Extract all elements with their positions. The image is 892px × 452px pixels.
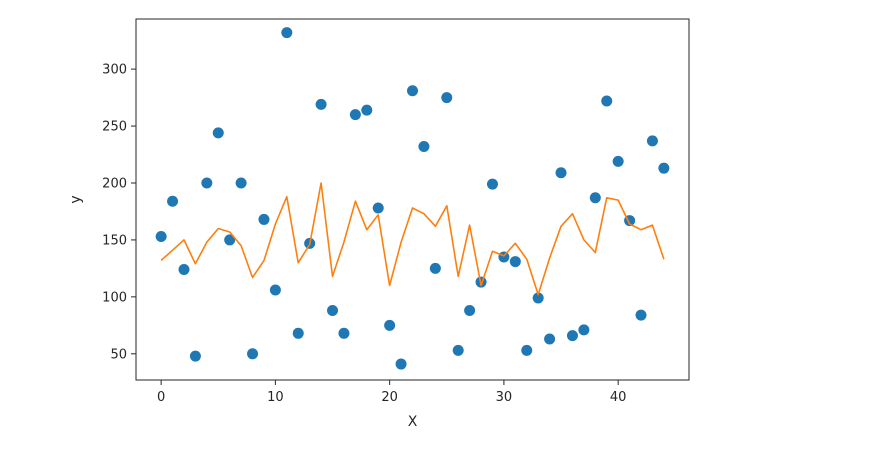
x-tick-label: 40: [610, 390, 627, 405]
scatter-point: [521, 344, 533, 356]
scatter-point: [247, 348, 259, 360]
x-tick-label: 20: [381, 390, 398, 405]
scatter-point: [315, 98, 327, 110]
x-tick-label: 10: [267, 390, 284, 405]
y-axis-ticks: 50 100 150 200 250 300: [102, 63, 136, 362]
scatter-point: [498, 251, 510, 263]
scatter-point: [464, 305, 476, 317]
scatter-point: [269, 284, 281, 296]
scatter-point: [486, 178, 498, 190]
scatter-point: [578, 324, 590, 336]
scatter-point: [292, 327, 304, 339]
scatter-point: [646, 135, 658, 147]
scatter-point: [452, 344, 464, 356]
axes-frame: [135, 18, 690, 381]
scatter-point: [281, 27, 293, 39]
scatter-point: [338, 327, 350, 339]
y-tick-label: 200: [102, 176, 127, 191]
scatter-point: [612, 155, 624, 167]
scatter-point: [509, 256, 521, 268]
scatter-point: [349, 109, 361, 121]
scatter-point: [544, 333, 556, 345]
y-tick-label: 100: [102, 290, 127, 305]
scatter-point: [384, 319, 396, 331]
scatter-point: [327, 305, 339, 317]
scatter-point: [601, 95, 613, 107]
y-tick-label: 50: [110, 347, 127, 362]
plot-area: [155, 27, 670, 370]
scatter-point: [635, 309, 647, 321]
scatter-point: [167, 195, 179, 207]
scatter-point: [555, 167, 567, 179]
y-tick-label: 250: [102, 120, 127, 135]
y-axis-label: y: [68, 195, 84, 203]
scatter-point: [658, 162, 670, 174]
scatter-point: [589, 192, 601, 204]
x-tick-label: 0: [157, 390, 165, 405]
scatter-point: [395, 358, 407, 370]
scatter-point: [178, 264, 190, 276]
scatter-point: [212, 127, 224, 139]
scatter-point: [441, 92, 453, 104]
scatter-point: [407, 85, 418, 97]
scatter-point: [361, 104, 373, 116]
scatter-point: [155, 231, 167, 243]
scatter-point: [235, 177, 247, 189]
fitted-line: [160, 182, 665, 296]
x-axis-ticks: 0 10 20 30 40: [157, 380, 626, 405]
scatter-point: [189, 350, 201, 362]
x-axis-label: X: [408, 414, 418, 430]
y-tick-label: 150: [102, 233, 127, 248]
scatter-point: [532, 292, 544, 304]
y-tick-label: 300: [102, 63, 127, 78]
scatter-point: [418, 141, 430, 153]
scatter-point: [429, 262, 441, 274]
scatter-point: [224, 234, 236, 246]
scatter-point: [566, 330, 578, 342]
scatter-point: [372, 202, 384, 214]
scatter-point: [258, 213, 270, 225]
x-tick-label: 30: [496, 390, 513, 405]
scatter-point: [201, 177, 213, 189]
